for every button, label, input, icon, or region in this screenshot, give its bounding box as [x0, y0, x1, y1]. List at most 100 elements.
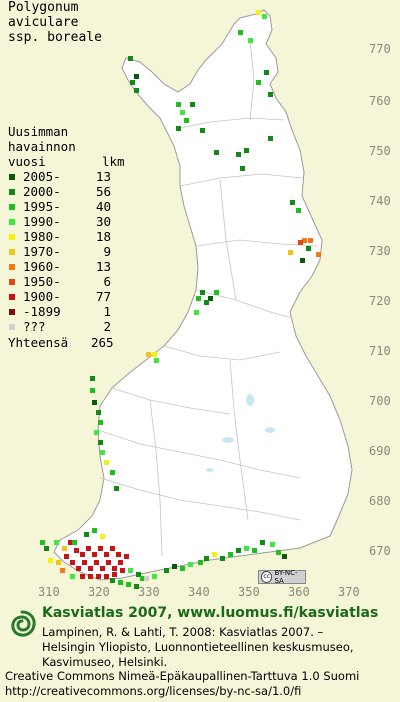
x-label: 340: [188, 585, 210, 599]
observation-square: [90, 376, 95, 381]
observation-square: [82, 560, 87, 565]
observation-square: [98, 420, 103, 425]
y-label: 710: [369, 344, 391, 358]
observation-square: [296, 208, 301, 213]
observation-square: [180, 566, 185, 571]
x-label: 310: [38, 585, 60, 599]
observation-square: [270, 542, 275, 547]
x-label: 330: [138, 585, 160, 599]
legend-swatch: [9, 233, 15, 240]
cc-license-badge[interactable]: cc BY-NC-SA: [258, 569, 306, 585]
title-line-3: ssp. boreale: [8, 30, 102, 45]
legend-row-label: 1960-: [23, 259, 61, 274]
legend-row-count: 56: [95, 184, 111, 199]
observation-square: [114, 486, 119, 491]
observation-square: [68, 540, 73, 545]
observation-square: [248, 38, 253, 43]
legend-row: 1960- 13: [8, 259, 125, 274]
legend-row-label: 1995-: [23, 199, 61, 214]
observation-square: [118, 580, 123, 585]
observation-square: [256, 80, 261, 85]
observation-square: [264, 70, 269, 75]
lakes: [206, 394, 275, 472]
y-label: 670: [369, 544, 391, 558]
observation-square: [100, 450, 105, 455]
cc-badge-text: BY-NC-SA: [274, 569, 298, 585]
observation-square: [172, 564, 177, 569]
observation-square: [80, 552, 85, 557]
legend-row-label: 1970-: [23, 244, 61, 259]
observation-square: [76, 566, 81, 571]
y-label: 760: [369, 94, 391, 108]
kasviatlas-title[interactable]: Kasviatlas 2007, www.luomus.fi/kasviatla…: [42, 605, 379, 621]
legend-heading-line-2: havainnon: [8, 139, 76, 154]
observation-square: [198, 560, 203, 565]
observation-square: [88, 574, 93, 579]
observation-square: [84, 532, 89, 537]
legend-rows: 2005- 13 2000- 56 1995- 40 1990- 30 1980- 18 1970-…: [8, 169, 125, 334]
observation-square: [126, 582, 131, 587]
y-label: 730: [369, 244, 391, 258]
observation-square: [212, 552, 217, 557]
license-url[interactable]: http://creativecommons.org/licenses/by-n…: [5, 684, 302, 698]
finland-map-svg: [40, 9, 353, 589]
legend: Uusimman havainnon vuosi lkm 2005- 13 2000…: [8, 124, 125, 350]
observation-square: [110, 578, 115, 583]
observation-square: [276, 550, 281, 555]
observation-square: [100, 534, 105, 539]
legend-swatch: [9, 293, 15, 300]
y-label: 770: [369, 42, 391, 56]
observation-square: [208, 296, 213, 301]
observation-square: [128, 56, 133, 61]
observation-square: [204, 300, 209, 305]
observation-square: [200, 290, 205, 295]
legend-row: 1950- 6: [8, 274, 125, 289]
legend-row-count: 9: [103, 244, 111, 259]
observation-square: [106, 560, 111, 565]
y-label: 750: [369, 144, 391, 158]
observation-square: [300, 258, 305, 263]
observation-square: [40, 540, 45, 545]
legend-swatch: [9, 173, 15, 180]
observation-square: [268, 92, 273, 97]
x-label: 360: [288, 585, 310, 599]
observation-square: [282, 554, 287, 559]
observation-square: [176, 102, 181, 107]
observation-square: [104, 552, 109, 557]
observation-square: [74, 548, 79, 553]
observation-square: [70, 574, 75, 579]
y-label: 720: [369, 294, 391, 308]
x-label: 320: [88, 585, 110, 599]
y-label: 680: [369, 494, 391, 508]
observation-square: [48, 558, 53, 563]
legend-total-count: 265: [91, 335, 114, 350]
legend-heading-line-1: Uusimman: [8, 124, 69, 139]
legend-row: 2000- 56: [8, 184, 125, 199]
legend-row-label: 2000-: [23, 184, 61, 199]
observation-square: [92, 552, 97, 557]
observation-square: [130, 80, 135, 85]
legend-col-year: vuosi: [8, 154, 46, 169]
observation-square: [184, 118, 189, 123]
observation-square: [60, 568, 65, 573]
observation-square: [214, 150, 219, 155]
observation-square: [306, 246, 311, 251]
legend-swatch: [9, 218, 15, 225]
observation-square: [220, 556, 225, 561]
observation-square: [110, 546, 115, 551]
legend-row: -1899 1: [8, 304, 125, 319]
observation-square: [96, 410, 101, 415]
cc-icon: cc: [261, 571, 273, 583]
legend-swatch: [9, 278, 15, 285]
license-line-1: Creative Commons Nimeä-Epäkaupallinen-Ta…: [5, 669, 360, 683]
observation-square: [298, 240, 303, 245]
observation-square: [176, 126, 181, 131]
observation-square: [112, 572, 117, 577]
observation-square: [120, 568, 125, 573]
observation-square: [228, 552, 233, 557]
observation-square: [236, 152, 241, 157]
y-label: 690: [369, 444, 391, 458]
observation-square: [152, 574, 157, 579]
observation-square: [94, 560, 99, 565]
legend-row-count: 13: [95, 259, 111, 274]
